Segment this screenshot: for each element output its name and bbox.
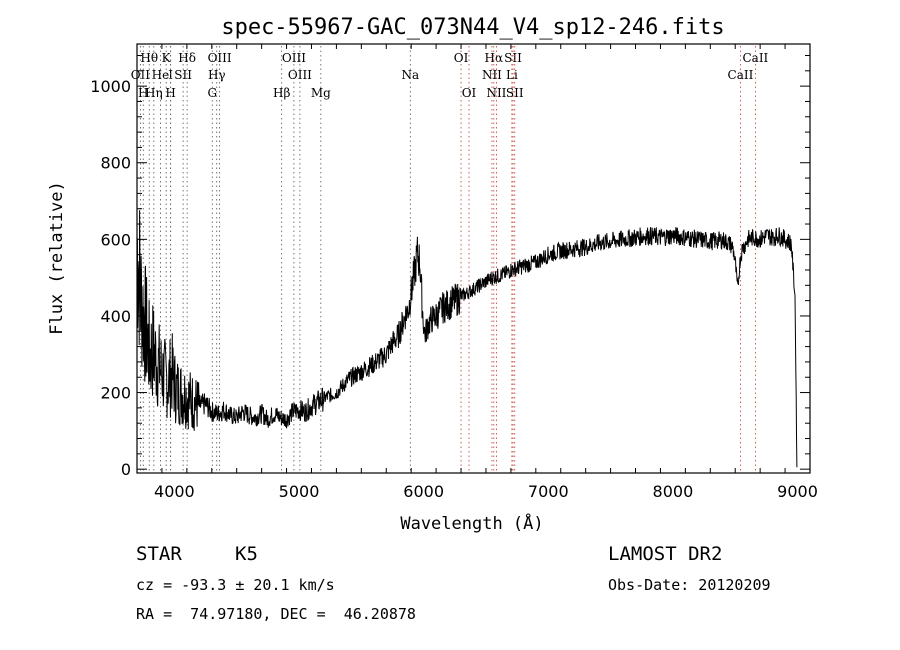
marker-label-21: H [165,86,175,100]
marker-label-2: Hδ [178,51,196,65]
marker-label-9: OII [131,68,151,82]
marker-label-26: NII [486,86,506,100]
marker-label-22: G [207,86,217,100]
spectrum-line [136,210,798,468]
marker-label-17: Li [506,68,518,82]
coordinates: RA = 74.97180, DEC = 46.20878 [136,605,416,623]
survey-name: LAMOST DR2 [608,543,723,565]
marker-label-12: SII [174,68,192,82]
plot-frame [136,43,811,474]
x-tick-label-3: 7000 [528,482,569,501]
marker-label-13: Hγ [208,68,226,82]
marker-label-7: SII [504,51,522,65]
x-tick-label-1: 5000 [279,482,320,501]
y-tick-label-5: 1000 [90,77,131,96]
y-tick-label-2: 400 [100,307,131,326]
obs-date: Obs-Date: 20120209 [608,576,771,594]
marker-label-25: OI [462,86,477,100]
marker-label-8: CaII [742,51,768,65]
object-subclass: K5 [235,543,258,565]
velocity-readout: cz = -93.3 ± 20.1 km/s [136,576,335,594]
marker-label-10: He [152,68,170,82]
marker-label-14: OIII [288,68,312,82]
object-class: STAR [136,543,182,565]
chart-title: spec-55967-GAC_073N44_V4_sp12-246.fits [221,15,724,40]
marker-label-3: OIII [208,51,232,65]
marker-label-6: Hα [485,51,504,65]
x-tick-label-5: 9000 [777,482,818,501]
marker-label-19: H [138,86,148,100]
y-tick-label-1: 200 [100,384,131,403]
marker-label-23: Hβ [273,86,290,100]
marker-label-0: Hθ [140,51,158,65]
marker-label-18: CaII [728,68,754,82]
axis-ticks: 4000 5000 6000 7000 8000 9000 0 200 400 600 800 100… [90,44,818,501]
marker-label-4: OIII [282,51,306,65]
marker-label-11: I [168,68,173,82]
marker-label-27: SII [506,86,524,100]
x-tick-label-0: 4000 [154,482,195,501]
y-tick-label-3: 600 [100,230,131,249]
x-tick-label-4: 8000 [653,482,694,501]
marker-label-24: Mg [311,86,331,100]
x-tick-label-2: 6000 [403,482,444,501]
y-tick-label-0: 0 [121,460,131,479]
marker-label-5: OI [454,51,469,65]
marker-label-1: K [162,51,172,65]
x-axis-label: Wavelength (Å) [400,512,543,534]
y-tick-label-4: 800 [100,154,131,173]
y-axis-label: Flux (relative) [47,181,67,335]
marker-label-15: Na [401,68,419,82]
marker-label-20: Hη [145,86,163,100]
marker-label-16: NII [482,68,502,82]
